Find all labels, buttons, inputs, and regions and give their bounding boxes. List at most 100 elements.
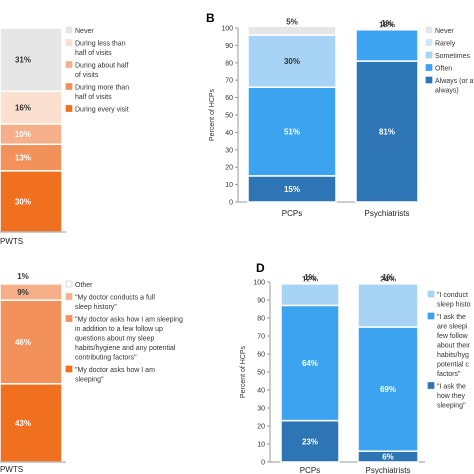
bar-segment: [0, 299, 63, 385]
y-tick-label: 90: [225, 43, 233, 50]
data-label: 5%: [286, 17, 298, 26]
legend-swatch: [65, 280, 73, 288]
bar-segment: [0, 383, 63, 463]
y-tick-label: 0: [229, 200, 233, 207]
data-label: 13%: [15, 154, 31, 163]
legend-entry: sleeping": [437, 403, 466, 410]
legend-swatch: [65, 83, 73, 90]
legend-swatch: [65, 315, 73, 322]
y-tick-label: 80: [225, 60, 233, 67]
legend-entry: Rarely: [435, 41, 456, 48]
y-tick-label: 40: [257, 388, 265, 395]
legend-entry: "My doctor conducts a full: [75, 295, 155, 302]
category-label: Psychiatrists: [365, 209, 410, 218]
data-label: 51%: [284, 128, 300, 137]
panel-letter: B: [206, 11, 215, 25]
legend-entry: Sometimes: [435, 53, 471, 60]
data-label: 9%: [17, 288, 29, 297]
legend-entry: During less than: [75, 41, 126, 48]
legend-entry: "My doctor asks how I am: [75, 367, 155, 374]
data-label: 1%: [17, 272, 29, 281]
category-label: PCPs: [300, 466, 320, 474]
legend-entry: contributing factors": [75, 355, 137, 362]
legend-entry: sleeping": [75, 377, 104, 384]
legend-swatch: [427, 382, 435, 389]
bar-segment: [247, 25, 337, 36]
y-tick-label: 60: [225, 95, 233, 102]
legend-swatch: [65, 61, 73, 68]
y-tick-label: 80: [257, 316, 265, 323]
bar-segment: [0, 281, 63, 285]
legend-entry: "I ask the: [437, 384, 466, 391]
legend-entry: Other: [75, 282, 93, 289]
legend-entry: sleep history": [75, 304, 117, 311]
legend-entry: half of visits: [75, 50, 112, 57]
legend-entry: are sleepi: [437, 324, 468, 331]
y-tick-label: 50: [257, 370, 265, 377]
data-label: 69%: [380, 385, 396, 394]
y-tick-label: 40: [225, 130, 233, 137]
data-label: 1%: [381, 19, 393, 28]
legend-entry: habits/hygiene and any potential: [75, 345, 176, 352]
data-label: 64%: [302, 359, 318, 368]
legend-entry: potential c: [437, 362, 469, 369]
bar-segment: [0, 143, 63, 172]
bar-segment: [0, 27, 63, 92]
y-tick-label: 20: [225, 165, 233, 172]
bar-segment: [357, 326, 419, 452]
bar-segment: [280, 281, 340, 285]
legend-entry: few follow: [437, 333, 469, 340]
legend-swatch: [65, 293, 73, 300]
legend-swatch: [65, 365, 73, 373]
category-label: PWTS: [0, 465, 23, 474]
legend-swatch: [427, 290, 435, 298]
legend-entry: about their: [437, 343, 471, 350]
legend-entry: Always (or almost: [435, 78, 474, 85]
y-tick-label: 10: [257, 442, 265, 449]
y-tick-label: 0: [261, 460, 265, 467]
data-label: 43%: [15, 419, 31, 428]
data-label: 10%: [15, 130, 31, 139]
legend-entry: how they: [437, 393, 466, 400]
legend-swatch: [425, 51, 433, 59]
data-label: 15%: [284, 185, 300, 194]
legend-entry: of visits: [75, 72, 99, 79]
bar-segment: [0, 283, 63, 301]
data-label: 12%: [302, 275, 318, 284]
legend-entry: "I conduct: [437, 292, 468, 299]
legend-entry: half of visits: [75, 94, 112, 101]
legend-swatch: [425, 76, 433, 84]
y-tick-label: 70: [257, 334, 265, 341]
y-axis-label: Percent of HCPs: [240, 345, 247, 398]
legend-entry: Often: [435, 66, 452, 73]
legend-entry: factors": [437, 371, 461, 378]
bar-segment: [0, 170, 63, 233]
legend-entry: sleep histo: [437, 302, 471, 309]
y-tick-label: 50: [225, 113, 233, 120]
legend-entry: During every visit: [75, 107, 129, 114]
bar-segment: [355, 60, 419, 203]
data-label: 6%: [382, 453, 394, 462]
legend-swatch: [65, 105, 73, 112]
y-tick-label: 10: [225, 182, 233, 189]
legend-entry: Never: [435, 28, 454, 35]
bar-segment: [357, 281, 419, 285]
data-label: 46%: [15, 338, 31, 347]
data-label: 1%: [382, 273, 394, 282]
y-tick-label: 30: [225, 147, 233, 154]
legend-entry: questions about my sleep: [75, 336, 154, 343]
legend-swatch: [425, 64, 433, 71]
bar-segment: [355, 27, 419, 31]
legend-entry: During more than: [75, 85, 129, 92]
bar-segment: [355, 28, 419, 62]
legend-entry: in addition to a few follow up: [75, 326, 163, 333]
category-label: PWTS: [0, 237, 23, 246]
y-tick-label: 60: [257, 352, 265, 359]
legend-swatch: [65, 39, 73, 46]
y-axis-label: Percent of HCPs: [209, 88, 216, 141]
data-label: 30%: [284, 57, 300, 66]
y-tick-label: 70: [225, 78, 233, 85]
bar-segment: [280, 419, 340, 463]
legend-swatch: [425, 26, 433, 34]
